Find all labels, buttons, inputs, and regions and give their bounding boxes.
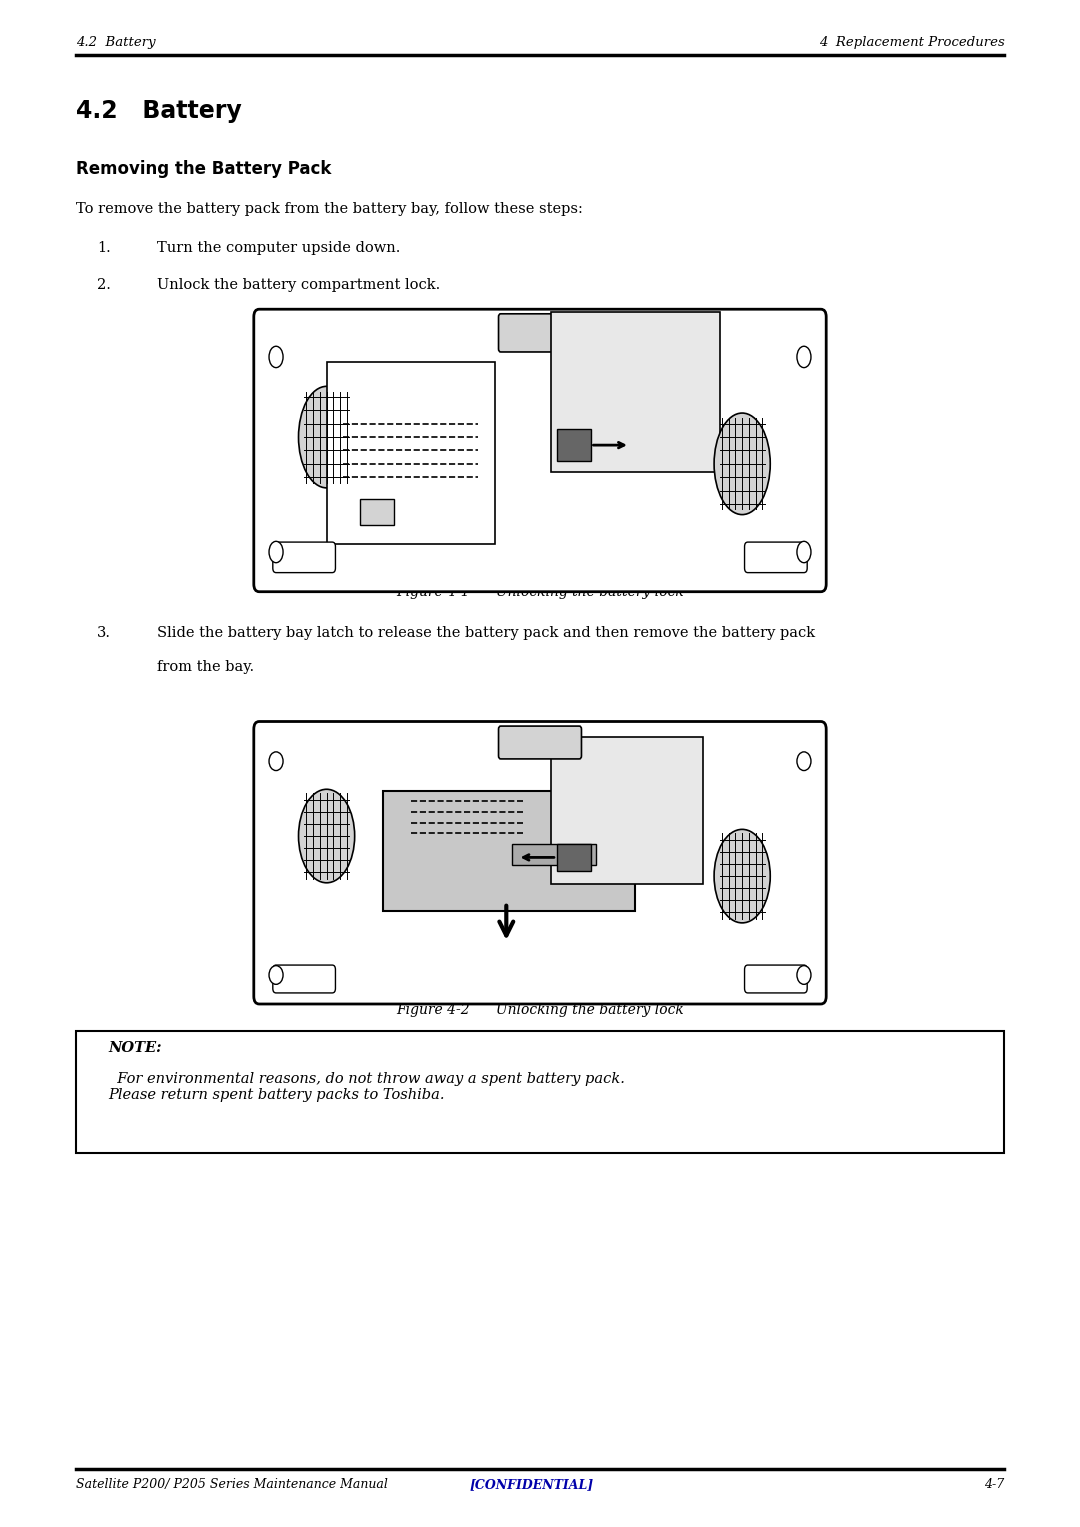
Bar [326,362,495,544]
Text: 1.: 1. [97,241,111,255]
Text: For environmental reasons, do not throw away a spent battery pack.
Please return: For environmental reasons, do not throw … [108,1072,625,1102]
Text: Figure 4-2      Unlocking the battery lock: Figure 4-2 Unlocking the battery lock [396,1003,684,1017]
FancyBboxPatch shape [499,315,581,353]
Bar [557,844,591,870]
Text: from the bay.: from the bay. [157,660,254,673]
Text: Unlock the battery compartment lock.: Unlock the battery compartment lock. [157,278,440,292]
Bar [361,499,394,525]
Ellipse shape [269,751,283,771]
Text: Slide the battery bay latch to release the battery pack and then remove the batt: Slide the battery bay latch to release t… [157,626,814,640]
Ellipse shape [269,347,283,368]
Ellipse shape [797,965,811,985]
Text: Turn the computer upside down.: Turn the computer upside down. [157,241,400,255]
Text: 4  Replacement Procedures: 4 Replacement Procedures [819,35,1004,49]
Ellipse shape [797,347,811,368]
FancyBboxPatch shape [273,965,336,993]
Text: 4.2  Battery: 4.2 Battery [76,35,156,49]
FancyBboxPatch shape [499,727,581,759]
FancyBboxPatch shape [254,721,826,1005]
Text: 4.2   Battery: 4.2 Battery [76,99,241,124]
Text: Satellite P200/ P205 Series Maintenance Manual: Satellite P200/ P205 Series Maintenance … [76,1478,388,1492]
Bar [382,791,635,910]
Text: To remove the battery pack from the battery bay, follow these steps:: To remove the battery pack from the batt… [76,202,582,215]
Text: [CONFIDENTIAL]: [CONFIDENTIAL] [470,1478,594,1492]
FancyBboxPatch shape [744,542,807,573]
Text: 3.: 3. [97,626,111,640]
Ellipse shape [714,412,770,515]
FancyBboxPatch shape [744,965,807,993]
FancyBboxPatch shape [254,310,826,592]
Ellipse shape [714,829,770,922]
Bar [512,844,596,866]
FancyBboxPatch shape [273,542,336,573]
Ellipse shape [797,751,811,771]
Ellipse shape [298,789,354,883]
Text: Figure 4-1      Unlocking the battery lock: Figure 4-1 Unlocking the battery lock [396,585,684,599]
FancyBboxPatch shape [76,1031,1004,1153]
Bar [551,738,703,884]
Ellipse shape [797,542,811,563]
Ellipse shape [269,542,283,563]
Ellipse shape [269,965,283,985]
Text: Removing the Battery Pack: Removing the Battery Pack [76,160,330,179]
Bar [551,312,719,472]
Text: NOTE:: NOTE: [108,1041,162,1055]
Ellipse shape [298,386,354,489]
Bar [557,429,591,461]
Text: 4-7: 4-7 [984,1478,1004,1492]
Text: 2.: 2. [97,278,111,292]
